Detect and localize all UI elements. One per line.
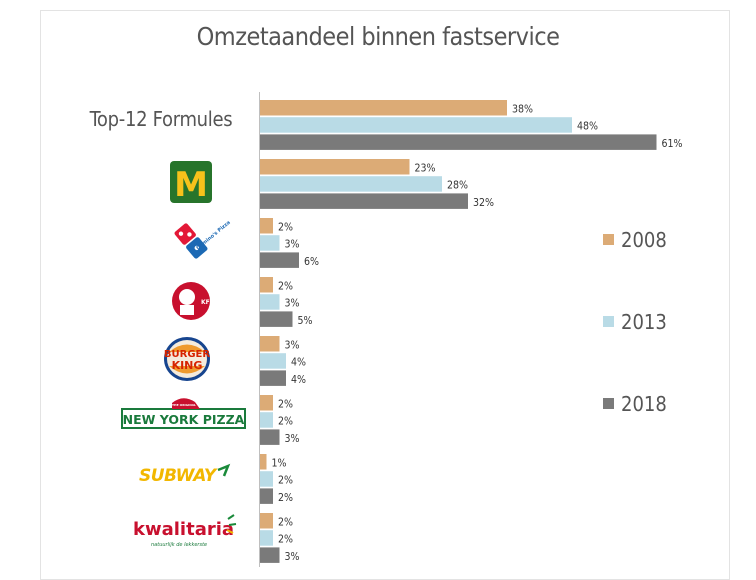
bar-label-2018-5: 3% bbox=[285, 433, 300, 445]
legend: 2008 2013 2018 bbox=[603, 228, 667, 416]
bar-2008-5 bbox=[260, 395, 273, 411]
svg-text:BURGER: BURGER bbox=[164, 349, 210, 360]
svg-text:SUBWAY: SUBWAY bbox=[139, 466, 218, 486]
bar-label-2008-3: 2% bbox=[278, 281, 293, 293]
bar-2013-3 bbox=[260, 294, 280, 310]
bar-label-2018-7: 3% bbox=[285, 551, 300, 563]
bar-2013-4 bbox=[260, 353, 286, 369]
burgerking-logo: BURGER KING bbox=[164, 337, 210, 381]
bar-label-2013-3: 3% bbox=[285, 298, 300, 310]
svg-text:natuurlijk de lekkerste: natuurlijk de lekkerste bbox=[151, 542, 207, 548]
bar-2008-7 bbox=[260, 513, 273, 529]
bar-label-2008-0: 38% bbox=[512, 104, 533, 116]
bar-2013-0 bbox=[260, 117, 572, 133]
bar-2013-2 bbox=[260, 235, 280, 251]
kwalitaria-logo: kwalitaria natuurlijk de lekkerste bbox=[133, 514, 237, 548]
bar-label-2013-5: 2% bbox=[278, 416, 293, 428]
bar-label-2018-3: 5% bbox=[298, 315, 313, 327]
bar-2008-0 bbox=[260, 100, 507, 116]
bar-label-2008-2: 2% bbox=[278, 222, 293, 234]
legend-label-2008: 2008 bbox=[621, 228, 667, 252]
bar-2013-5 bbox=[260, 412, 273, 428]
bar-2018-1 bbox=[260, 193, 468, 209]
legend-swatch-2013 bbox=[603, 316, 614, 327]
bar-label-2013-4: 4% bbox=[291, 357, 306, 369]
svg-text:NEW YORK PIZZA: NEW YORK PIZZA bbox=[123, 412, 245, 427]
bar-2013-7 bbox=[260, 530, 273, 546]
kfc-logo: KFC bbox=[172, 282, 215, 320]
category-label-top12: Top-12 Formules bbox=[89, 107, 233, 131]
bar-label-2013-0: 48% bbox=[577, 121, 598, 133]
bar-label-2013-6: 2% bbox=[278, 475, 293, 487]
bar-label-2008-4: 3% bbox=[285, 340, 300, 352]
svg-text:THE ORIGINAL: THE ORIGINAL bbox=[172, 403, 196, 407]
bar-2008-6 bbox=[260, 454, 267, 470]
bar-chart: 38% 48% 61% 23% 28% 32% 2% 3% 6% 2% 3% 5% 3% 4% 4% 2% 2%… bbox=[89, 92, 683, 567]
bar-2008-3 bbox=[260, 277, 273, 293]
bar-label-2018-0: 61% bbox=[662, 138, 683, 150]
bar-2018-7 bbox=[260, 547, 280, 563]
bar-2008-4 bbox=[260, 336, 280, 352]
bar-label-2008-5: 2% bbox=[278, 399, 293, 411]
bar-2013-1 bbox=[260, 176, 442, 192]
legend-label-2018: 2018 bbox=[621, 392, 667, 416]
bar-2018-4 bbox=[260, 370, 286, 386]
bar-2008-2 bbox=[260, 218, 273, 234]
mcdonalds-logo: M bbox=[170, 161, 212, 205]
bar-label-2018-2: 6% bbox=[304, 256, 319, 268]
svg-text:kwalitaria: kwalitaria bbox=[133, 519, 234, 540]
newyorkpizza-logo: NEW YORK PIZZA THE ORIGINAL bbox=[121, 398, 246, 429]
bar-label-2013-2: 3% bbox=[285, 239, 300, 251]
bar-label-2008-6: 1% bbox=[272, 458, 287, 470]
subway-logo: SUBWAY bbox=[139, 463, 231, 486]
legend-swatch-2018 bbox=[603, 398, 614, 409]
bar-2018-0 bbox=[260, 134, 657, 150]
bar-2018-5 bbox=[260, 429, 280, 445]
bar-2018-2 bbox=[260, 252, 299, 268]
bar-2018-3 bbox=[260, 311, 293, 327]
bar-label-2018-1: 32% bbox=[473, 197, 494, 209]
bar-2018-6 bbox=[260, 488, 273, 504]
legend-swatch-2008 bbox=[603, 234, 614, 245]
svg-text:KFC: KFC bbox=[201, 299, 215, 306]
svg-text:Domino's Pizza: Domino's Pizza bbox=[195, 220, 231, 252]
bar-label-2013-1: 28% bbox=[447, 180, 468, 192]
bar-2013-6 bbox=[260, 471, 273, 487]
bar-label-2008-7: 2% bbox=[278, 517, 293, 529]
bar-label-2018-4: 4% bbox=[291, 374, 306, 386]
svg-text:M: M bbox=[174, 165, 208, 205]
chart-title: Omzetaandeel binnen fastservice bbox=[196, 22, 560, 51]
bar-label-2018-6: 2% bbox=[278, 492, 293, 504]
svg-text:KING: KING bbox=[172, 359, 203, 372]
dominos-logo: Domino's Pizza bbox=[173, 220, 232, 261]
bar-label-2008-1: 23% bbox=[415, 163, 436, 175]
legend-label-2013: 2013 bbox=[621, 310, 667, 334]
bar-2008-1 bbox=[260, 159, 410, 175]
bar-label-2013-7: 2% bbox=[278, 534, 293, 546]
